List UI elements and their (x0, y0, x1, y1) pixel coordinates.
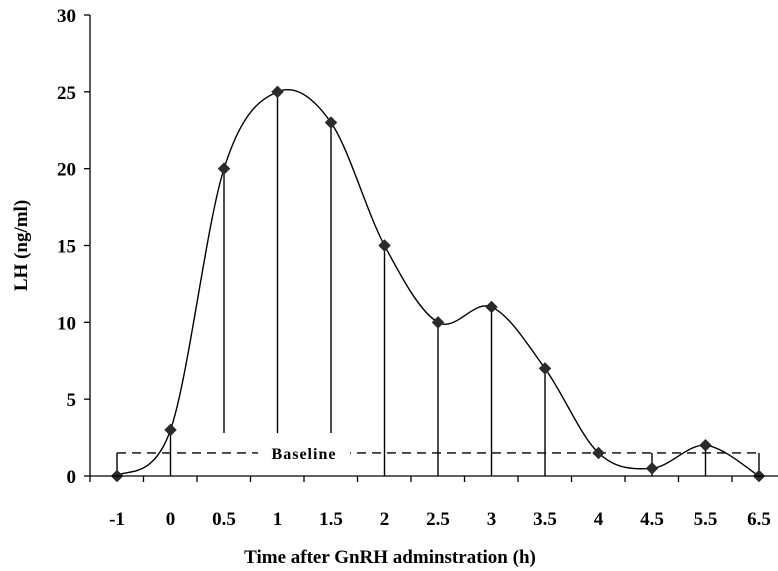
x-tick-label: 6.5 (747, 509, 771, 530)
x-tick-label: 2 (380, 509, 390, 530)
x-tick-label: 2.5 (426, 509, 450, 530)
x-tick-label: 4 (594, 509, 604, 530)
data-point-marker (217, 162, 231, 176)
x-tick-label: 3 (487, 509, 497, 530)
data-point-marker (645, 461, 659, 475)
data-point-marker (699, 438, 712, 452)
data-point-marker (592, 446, 605, 460)
y-tick-label: 10 (57, 313, 76, 334)
x-tick-label: 4.5 (640, 509, 664, 530)
x-axis: -1 0 0.5 1 1.5 2 2.5 3 3.5 4 4.5 5.5 6.5 (89, 475, 778, 530)
y-tick-label: 30 (57, 6, 76, 27)
baseline-label-background (258, 442, 350, 463)
baseline-label: Baseline (272, 446, 337, 463)
x-tick-label: 0 (166, 509, 176, 530)
x-tick-label: 5.5 (694, 509, 718, 530)
plot-area (110, 85, 766, 483)
x-tick-label: -1 (109, 509, 125, 530)
x-tick-label: 1 (273, 509, 283, 530)
data-point-marker (485, 300, 498, 314)
x-tick-label: 1.5 (319, 509, 343, 530)
x-tick-label: 3.5 (533, 509, 557, 530)
data-point-marker (431, 315, 445, 329)
data-point-marker (164, 423, 177, 437)
lh-series-line (116, 88, 760, 477)
y-tick-label: 20 (57, 160, 76, 181)
y-tick-label: 15 (57, 237, 76, 258)
y-tick-label: 25 (57, 83, 76, 104)
y-axis-title: LH (ng/ml) (11, 200, 32, 291)
drop-lines (116, 91, 760, 476)
data-point-marker (271, 85, 284, 99)
data-point-marker (538, 362, 552, 375)
x-axis-title: Time after GnRH adminstration (h) (244, 547, 536, 568)
y-tick-label: 5 (67, 390, 77, 411)
y-tick-label: 0 (67, 467, 77, 488)
data-point-marker (378, 239, 391, 252)
y-axis: 0 5 10 15 20 25 30 (57, 6, 91, 488)
data-point-marker (324, 116, 338, 129)
x-tick-label: 0.5 (212, 509, 236, 530)
